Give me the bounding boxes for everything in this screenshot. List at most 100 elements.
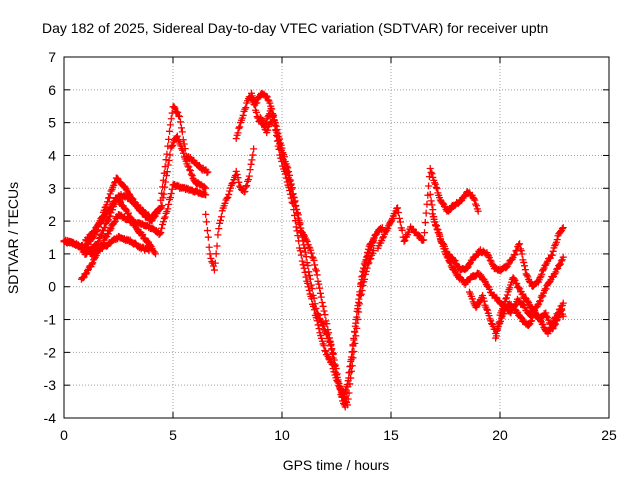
data-point (253, 113, 261, 121)
data-point (273, 137, 281, 145)
data-point (307, 249, 315, 257)
data-point (308, 295, 316, 303)
data-point (504, 260, 512, 268)
data-point (246, 166, 254, 174)
data-point (289, 199, 297, 207)
data-point (110, 218, 118, 226)
data-point (88, 260, 96, 268)
data-point (472, 202, 480, 210)
data-point (346, 380, 354, 388)
data-point (309, 302, 317, 310)
data-point (286, 187, 294, 195)
data-point (538, 270, 546, 278)
data-point (557, 257, 565, 265)
data-point (552, 317, 560, 325)
data-point (423, 200, 431, 208)
data-point (221, 199, 229, 207)
data-point (171, 104, 179, 112)
data-point (104, 230, 112, 238)
data-point (202, 210, 210, 218)
data-point (552, 320, 560, 328)
data-point (510, 275, 518, 283)
data-point (446, 258, 454, 266)
x-tick-label: 20 (492, 427, 508, 443)
y-tick-label: 2 (48, 213, 56, 229)
data-point (295, 237, 303, 245)
data-point (394, 204, 402, 212)
axis-ticks (63, 56, 610, 419)
data-point (249, 96, 257, 104)
data-point (275, 145, 283, 153)
data-point (250, 100, 258, 108)
data-point (433, 222, 441, 230)
data-point (267, 104, 275, 112)
x-tick-label: 25 (601, 427, 617, 443)
data-point (315, 280, 323, 288)
data-point (304, 279, 312, 287)
data-point (443, 253, 451, 261)
data-point (112, 214, 120, 222)
data-point (511, 251, 519, 259)
x-tick-label: 15 (383, 427, 399, 443)
data-point (536, 274, 544, 282)
data-point (503, 291, 511, 299)
data-point (213, 242, 221, 250)
y-axis-label: SDTVAR / TECUs (5, 182, 21, 294)
data-point (162, 156, 170, 164)
data-point (321, 311, 329, 319)
data-point (333, 377, 341, 385)
data-point (98, 230, 106, 238)
data-point (521, 262, 529, 270)
y-tick-label: 3 (48, 180, 56, 196)
data-point (432, 183, 440, 191)
data-point (358, 286, 366, 294)
data-point (320, 307, 328, 315)
data-point (122, 206, 130, 214)
data-point (502, 295, 510, 303)
data-point (156, 230, 164, 238)
data-point (299, 261, 307, 269)
data-point (308, 253, 316, 261)
data-point (281, 170, 289, 178)
data-point (223, 194, 231, 202)
data-point (301, 248, 309, 256)
data-point (241, 187, 249, 195)
data-point (116, 197, 124, 205)
data-point (271, 121, 279, 129)
data-point (367, 255, 375, 263)
data-point (203, 169, 211, 177)
data-point (91, 227, 99, 235)
data-point (233, 170, 241, 178)
data-point (347, 367, 355, 375)
data-point (493, 326, 501, 334)
data-point (355, 298, 363, 306)
data-point (351, 328, 359, 336)
data-point (302, 273, 310, 281)
data-point (440, 245, 448, 253)
data-point (320, 326, 328, 334)
data-point (446, 259, 454, 267)
data-point (437, 238, 445, 246)
data-point (229, 179, 237, 187)
data-point (493, 332, 501, 340)
data-point (186, 167, 194, 175)
data-point (159, 194, 167, 202)
data-point (306, 271, 314, 279)
data-point (427, 168, 435, 176)
data-point (344, 395, 352, 403)
data-point (98, 217, 106, 225)
data-point (425, 182, 433, 190)
data-point (314, 321, 322, 329)
data-point (174, 108, 182, 116)
data-point (242, 183, 250, 191)
data-point (480, 297, 488, 305)
y-tick-labels: -4 -3 -2 -1 0 1 2 3 4 5 6 7 (44, 49, 57, 426)
data-point (310, 256, 318, 264)
data-point (214, 231, 222, 239)
data-point (556, 260, 564, 268)
data-point (245, 172, 253, 180)
data-point (481, 277, 489, 285)
data-point (178, 128, 186, 136)
y-tick-label: 6 (48, 82, 56, 98)
data-point (325, 355, 333, 363)
